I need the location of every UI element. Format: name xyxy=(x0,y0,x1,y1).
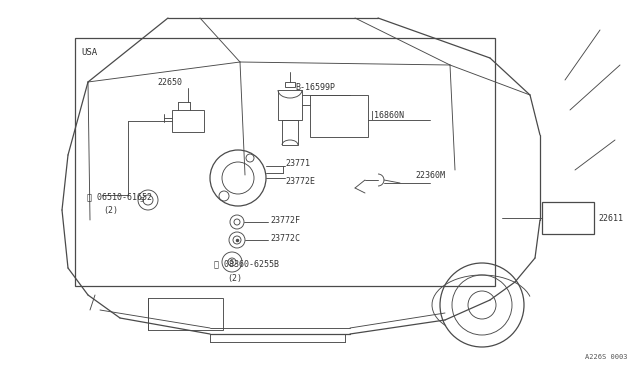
Bar xyxy=(278,90,302,120)
Text: S: S xyxy=(230,259,234,265)
Text: 23772E: 23772E xyxy=(285,176,315,186)
Text: |16860N: |16860N xyxy=(370,110,405,119)
Text: 22360M: 22360M xyxy=(415,170,445,180)
Text: 22611: 22611 xyxy=(598,214,623,222)
Text: 23771: 23771 xyxy=(285,158,310,167)
Bar xyxy=(285,82,295,87)
Bar xyxy=(148,298,223,330)
Bar xyxy=(542,202,594,234)
Text: Ⓢ 08360-6255B: Ⓢ 08360-6255B xyxy=(214,260,279,269)
Bar xyxy=(75,38,495,286)
Text: 23772C: 23772C xyxy=(270,234,300,243)
Text: 23772F: 23772F xyxy=(270,215,300,224)
Text: S: S xyxy=(140,197,144,203)
Text: USA: USA xyxy=(81,48,97,57)
Text: 22650: 22650 xyxy=(157,77,182,87)
Bar xyxy=(310,95,368,137)
Text: (2): (2) xyxy=(227,273,242,282)
Text: B-16599P: B-16599P xyxy=(295,83,335,92)
Text: Ⓢ 06510-61652: Ⓢ 06510-61652 xyxy=(87,192,152,202)
Text: (2): (2) xyxy=(103,205,118,215)
Bar xyxy=(172,110,204,132)
Bar xyxy=(282,120,298,145)
Text: A226S 0003: A226S 0003 xyxy=(586,354,628,360)
